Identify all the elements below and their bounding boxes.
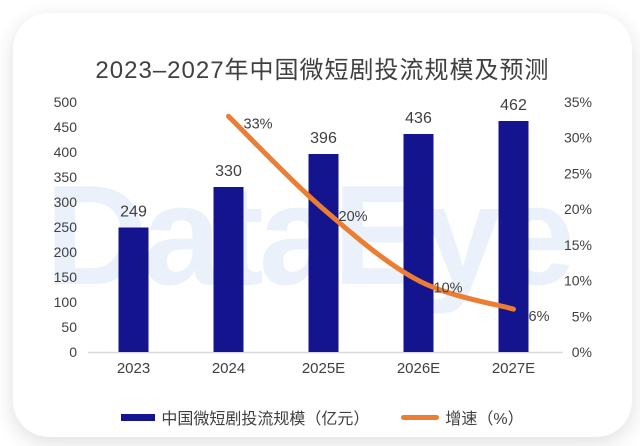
bar-2026E bbox=[403, 134, 434, 352]
bar-series-swatch-icon bbox=[121, 413, 156, 421]
line-series-swatch-icon bbox=[401, 414, 440, 420]
chart-title: 2023–2027年中国微短剧投流规模及预测 bbox=[95, 57, 550, 84]
bar-value-label: 330 bbox=[215, 163, 242, 180]
left-axis-tick-label: 300 bbox=[54, 194, 78, 210]
line-point-label: 6% bbox=[529, 309, 550, 325]
x-axis-category-label: 2024 bbox=[212, 360, 245, 377]
right-axis-tick-label: 35% bbox=[564, 94, 592, 110]
right-axis-tick-label: 5% bbox=[572, 308, 592, 324]
x-axis-category-label: 2027E bbox=[492, 360, 535, 377]
bar-value-label: 396 bbox=[310, 130, 337, 147]
bar-2023 bbox=[118, 227, 149, 352]
line-point-label: 33% bbox=[244, 116, 273, 132]
line-point-label: 20% bbox=[339, 209, 368, 225]
right-axis-tick-label: 30% bbox=[564, 130, 592, 146]
bar-2025E bbox=[308, 154, 339, 352]
legend-item-bar-series: 中国微短剧投流规模（亿元） bbox=[121, 405, 369, 429]
right-axis-tick-label: 10% bbox=[564, 273, 592, 289]
growth-rate-line bbox=[226, 113, 516, 312]
right-axis-tick-label: 20% bbox=[564, 201, 592, 217]
bar-value-label: 462 bbox=[500, 97, 527, 114]
left-axis-tick-label: 100 bbox=[54, 294, 78, 310]
line-point-label: 10% bbox=[434, 281, 463, 297]
left-axis-tick-label: 150 bbox=[54, 269, 78, 285]
bar-value-label: 249 bbox=[120, 204, 147, 221]
bar-2027E bbox=[498, 121, 529, 352]
chart-legend: 中国微短剧投流规模（亿元） 增速（%） bbox=[13, 405, 632, 429]
bar-2024 bbox=[213, 187, 244, 352]
right-axis-tick-label: 15% bbox=[564, 237, 592, 253]
bar-series-label: 中国微短剧投流规模（亿元） bbox=[161, 411, 370, 428]
left-axis-tick-label: 350 bbox=[54, 169, 78, 185]
bar-value-label: 436 bbox=[405, 110, 432, 127]
x-axis-category-label: 2023 bbox=[117, 360, 150, 377]
left-axis-tick-label: 200 bbox=[54, 244, 78, 260]
left-axis-tick-label: 500 bbox=[54, 94, 78, 110]
x-axis-category-label: 2026E bbox=[397, 360, 440, 377]
left-axis-tick-label: 450 bbox=[54, 119, 78, 135]
right-axis-tick-label: 25% bbox=[564, 165, 592, 181]
x-axis-category-label: 2025E bbox=[302, 360, 345, 377]
left-axis-tick-label: 50 bbox=[61, 319, 77, 335]
right-axis-tick-label: 0% bbox=[572, 344, 592, 360]
line-series-label: 增速（%） bbox=[445, 411, 524, 428]
legend-item-line-series: 增速（%） bbox=[401, 405, 524, 429]
left-axis-tick-label: 250 bbox=[54, 219, 78, 235]
left-axis-tick-label: 0 bbox=[69, 344, 77, 360]
left-axis-tick-label: 400 bbox=[54, 144, 78, 160]
